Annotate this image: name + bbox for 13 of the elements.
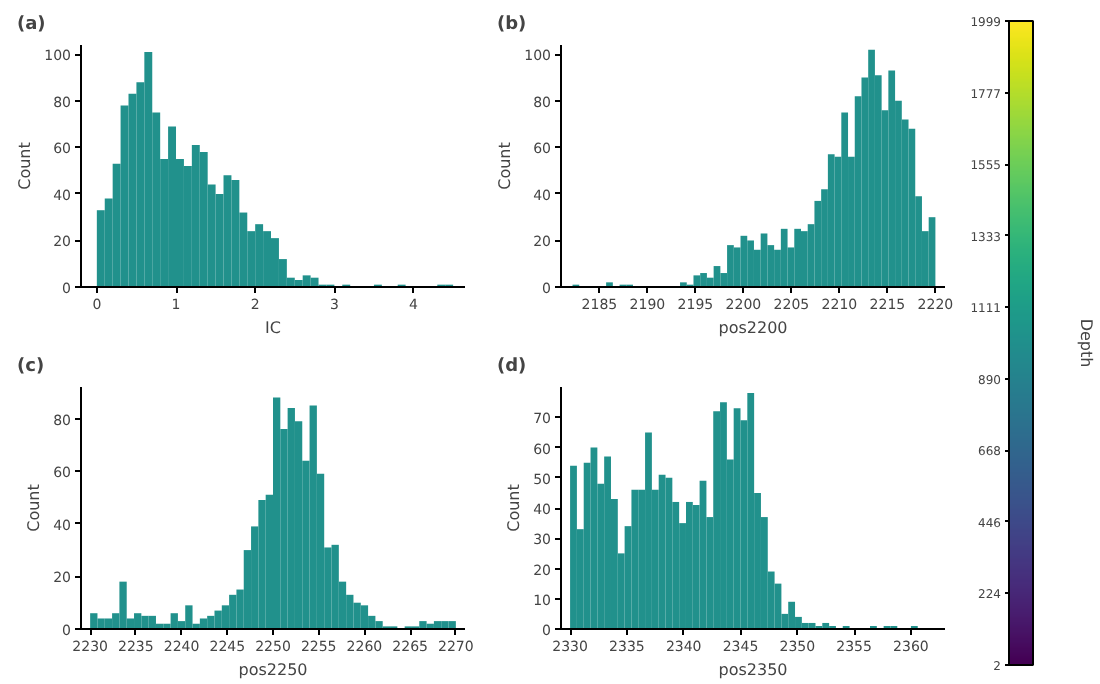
y-axis-title: Count [496, 142, 515, 190]
x-axis-title: pos2350 [718, 661, 788, 679]
y-axis-title: Count [25, 484, 44, 532]
y-axis-title: Count [505, 484, 524, 532]
chart-title: (a) [17, 15, 46, 35]
x-axis-title: pos2200 [718, 319, 788, 337]
x-axis-title: IC [265, 319, 282, 337]
color-bar-title: Depth [1077, 318, 1095, 368]
y-axis-title: Count [16, 142, 35, 190]
chart-title: (c) [17, 357, 45, 377]
x-axis-title: pos2250 [238, 661, 308, 679]
chart-title: (b) [497, 15, 527, 35]
chart-title: (d) [497, 357, 527, 377]
